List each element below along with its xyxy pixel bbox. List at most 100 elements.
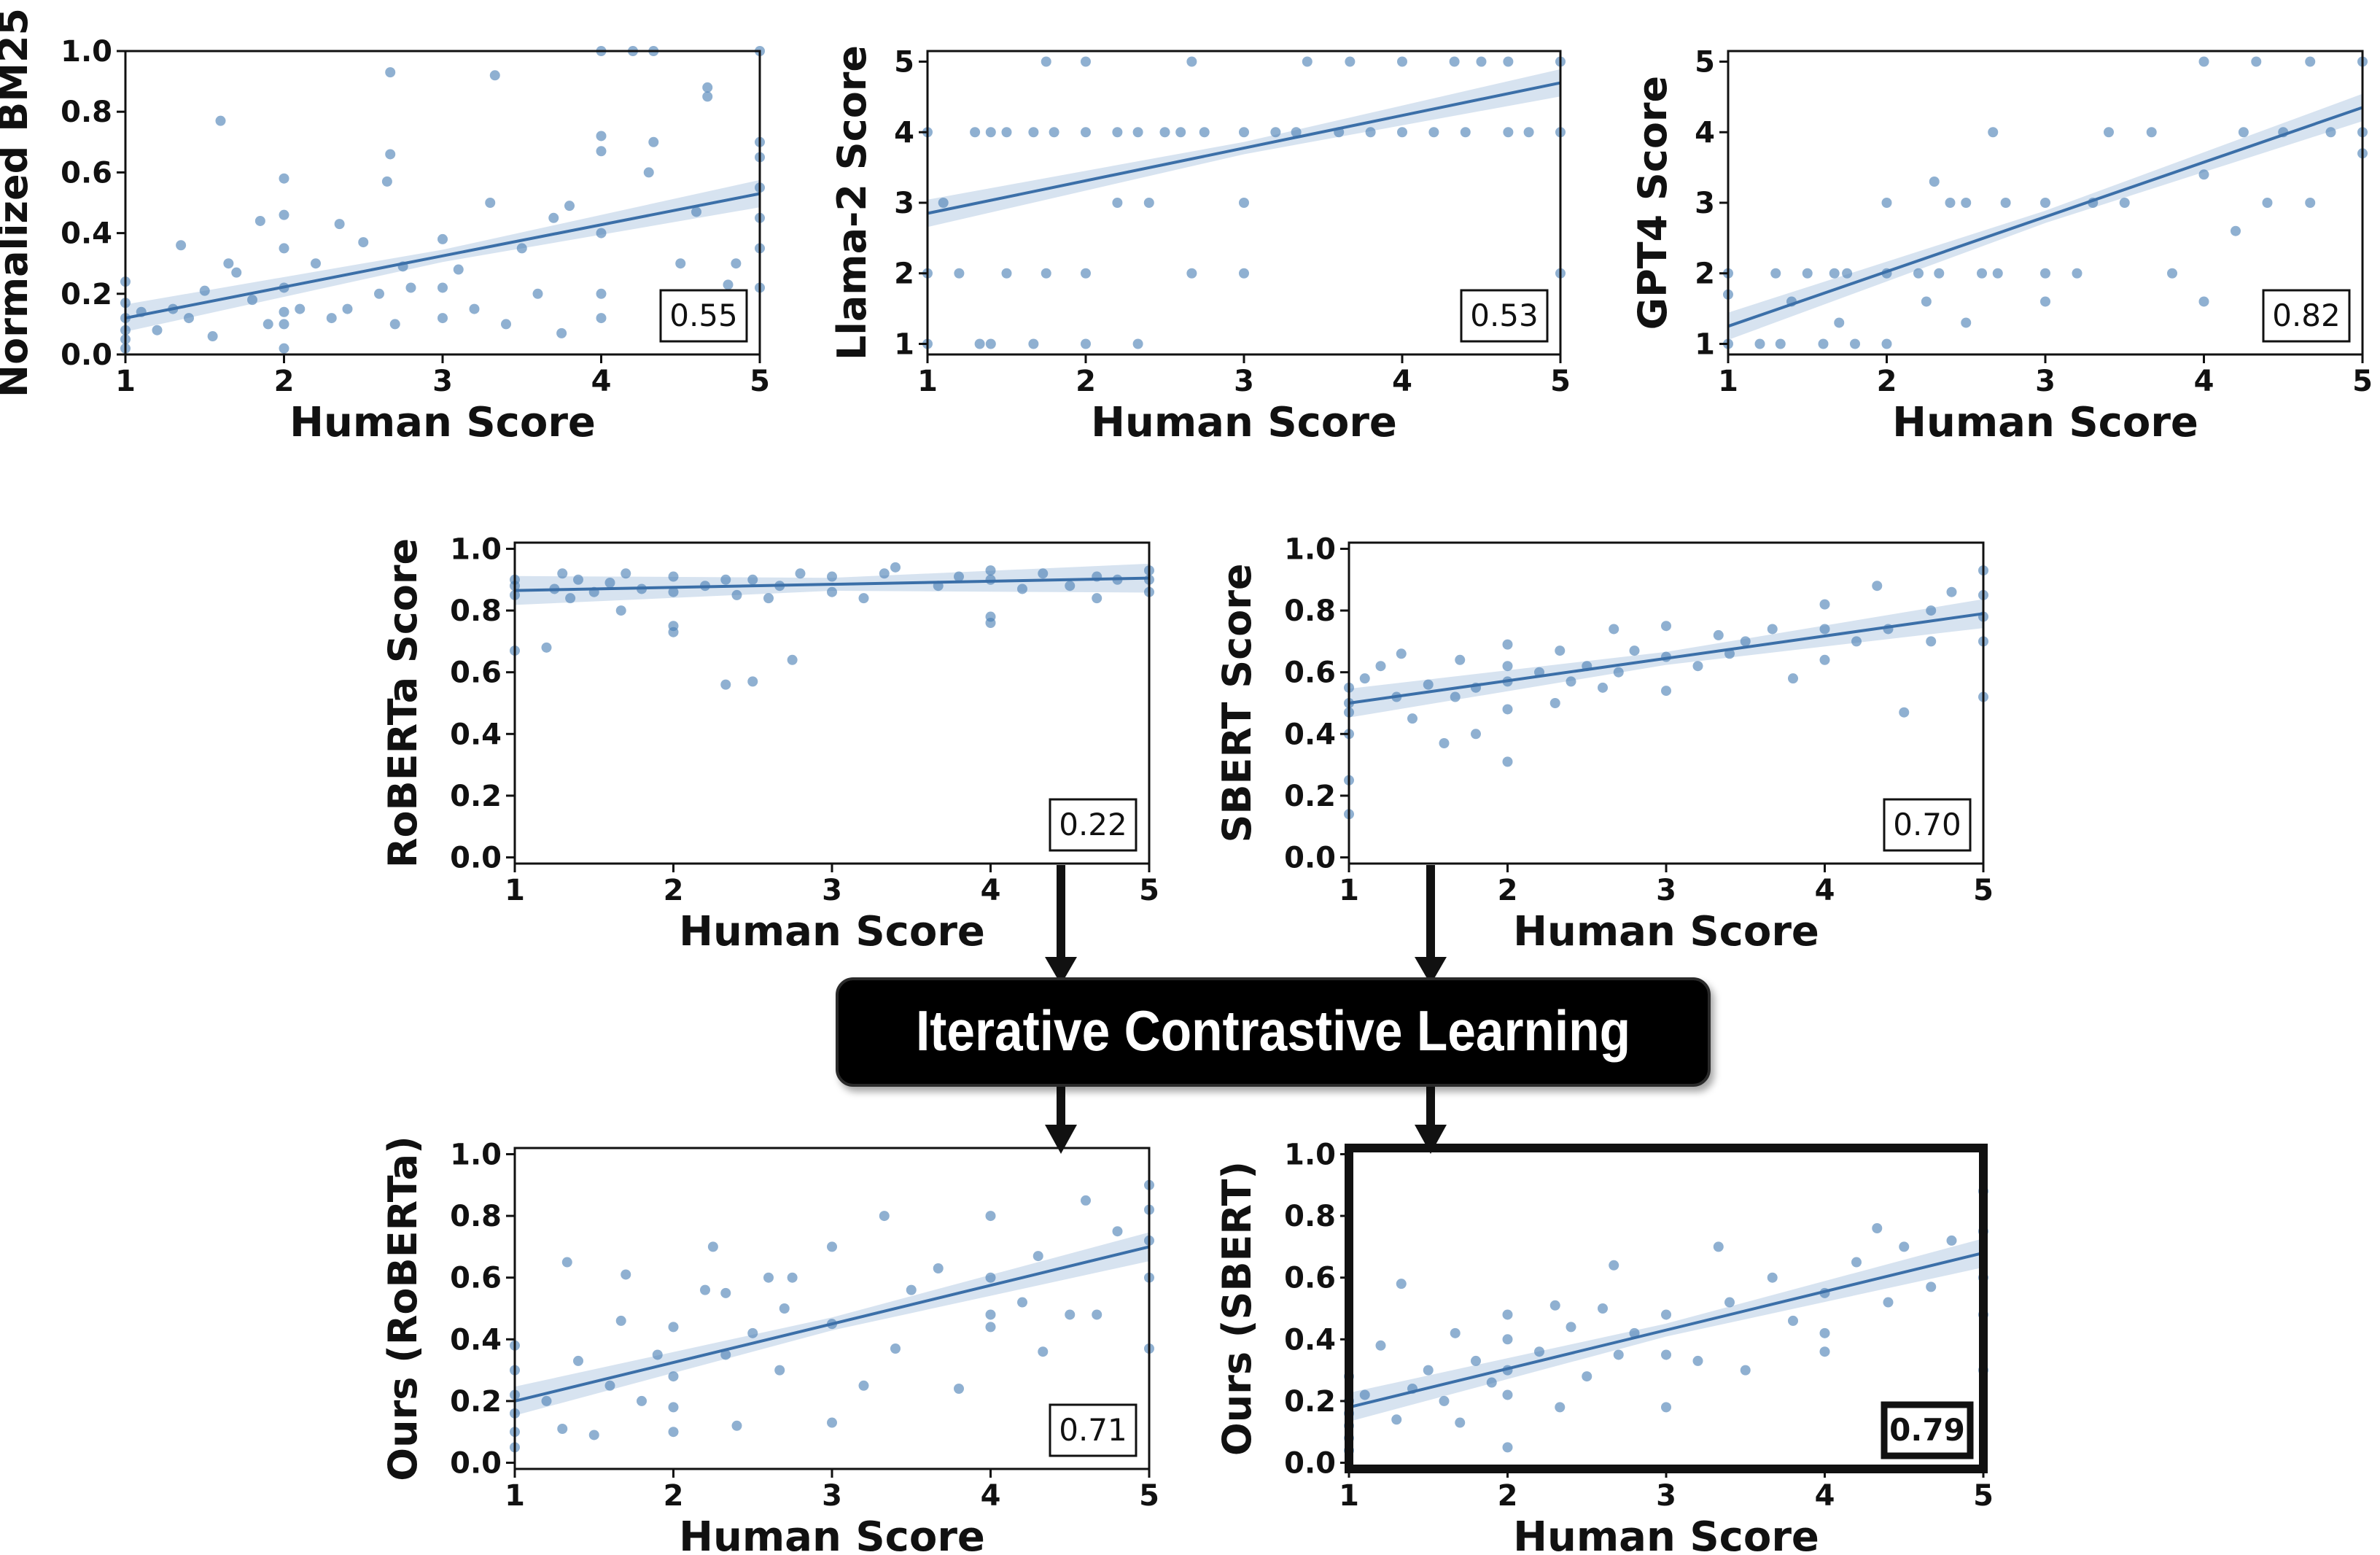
data-point [702,91,713,102]
y-axis-label: Ours (RoBERTa) [380,1136,426,1481]
data-point [1555,1402,1566,1413]
data-point [858,593,869,604]
x-tick-label: 2 [274,365,295,398]
x-tick-label: 3 [432,365,453,398]
y-tick-label: 0.8 [450,1200,502,1233]
correlation-value: 0.22 [1059,807,1127,842]
y-tick-label: 2 [894,257,914,291]
data-point [938,198,949,208]
x-tick-label: 1 [1339,874,1359,907]
data-point [2231,225,2241,236]
data-point [720,679,731,690]
trend-line [1348,612,1984,705]
data-point [1397,56,1407,67]
x-tick-label: 4 [981,1479,1001,1513]
data-point [890,562,901,573]
x-tick-label: 1 [505,1479,525,1513]
data-point [1661,1402,1671,1413]
data-point [596,313,607,324]
x-tick-label: 5 [2352,365,2373,398]
data-point [1609,624,1619,635]
data-point [1017,583,1027,594]
data-point [1199,127,1210,138]
data-point [588,1430,599,1440]
y-tick-label: 0.0 [450,842,502,875]
data-point [1375,1340,1386,1351]
y-axis-label: SBERT Score [1214,564,1260,843]
data-point [247,295,257,306]
data-point [1439,738,1450,748]
correlation-badge [1881,1401,1974,1459]
data-point [652,1349,663,1360]
data-point [1503,56,1514,67]
banner-box [836,977,1711,1087]
data-point [199,285,210,296]
arrow-head [1045,957,1077,985]
y-tick-label: 0.0 [1284,1447,1336,1481]
data-point [2000,198,2011,208]
data-point [1112,127,1123,138]
data-point [1017,1297,1027,1308]
data-point [763,593,774,604]
data-point [1992,268,2003,279]
data-point [1921,296,1932,307]
data-point [1038,568,1049,579]
data-point [1450,1327,1461,1338]
correlation-badge [2262,289,2351,343]
data-point [2146,127,2157,138]
x-tick-label: 2 [1498,1479,1518,1513]
data-point [1850,338,1860,349]
data-point [1028,127,1039,138]
data-point [2167,268,2177,279]
data-point [501,319,511,330]
data-point [385,149,396,160]
data-point [668,1427,679,1438]
data-point [1065,581,1076,592]
data-point [1359,673,1370,684]
arrow-head [1415,1125,1447,1154]
x-tick-label: 5 [1550,365,1571,398]
y-tick-label: 0.8 [61,96,112,129]
data-point [1819,624,1830,635]
data-point [1598,1303,1608,1314]
correlation-value: 0.53 [1470,298,1539,333]
data-point [1423,1365,1434,1376]
x-axis-label: Human Score [1513,1513,1819,1555]
data-point [668,586,679,597]
data-point [1132,338,1143,349]
y-tick-label: 0.8 [1284,594,1336,628]
data-point [1770,268,1781,279]
y-tick-label: 1 [1695,327,1715,361]
data-point [561,1257,572,1268]
data-point [1819,1346,1830,1357]
data-point [1598,682,1608,693]
data-point [604,578,615,588]
data-point [1566,1322,1576,1333]
correlation-value: 0.82 [2272,298,2341,333]
data-point [1818,338,1829,349]
data-point [453,264,464,275]
data-point [1423,679,1434,690]
data-point [1609,1260,1619,1271]
data-point [596,131,607,141]
data-point [557,568,568,579]
data-point [1754,338,1765,349]
data-point [954,1384,964,1394]
correlation-value: 0.79 [1889,1412,1965,1448]
data-point [184,313,194,324]
chart-sbert-score: 1 2 3 4 5 0.0 0.2 0.4 0.6 0.8 1.0 Human Score SBERT … [1214,532,1994,955]
data-point [1899,1241,1910,1252]
data-point [485,198,496,208]
y-tick-label: 0.6 [450,1262,502,1295]
data-point [1775,338,1786,349]
data-point [489,70,500,81]
data-point [700,1284,710,1295]
data-point [774,1365,785,1376]
data-point [1842,268,1853,279]
data-point [985,565,996,576]
data-point [2305,56,2316,67]
x-tick-label: 2 [1076,365,1096,398]
data-point [1692,1355,1703,1366]
correlation-value: 0.55 [669,298,738,333]
data-point [1476,56,1487,67]
